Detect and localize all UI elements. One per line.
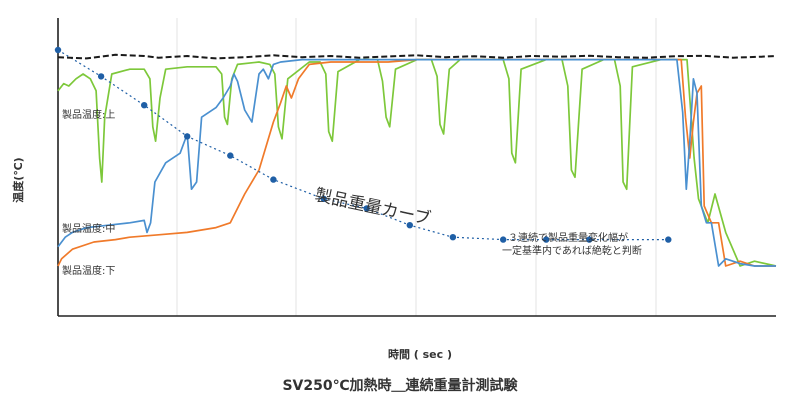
annotation-line-1: ３連続で製品重量変化幅が — [508, 231, 628, 244]
weight-point — [54, 46, 62, 54]
series-group — [57, 49, 777, 267]
weight-point — [543, 236, 550, 243]
series-labels: 製品温度:上 製品温度:中 製品温度:下 製品重量カーブ ３連続で製品重量変化幅… — [62, 108, 642, 277]
series-line-lower — [57, 58, 776, 267]
axes — [57, 18, 776, 317]
weight-point — [270, 176, 277, 183]
weight-point — [97, 73, 105, 80]
series-line-hot-air — [57, 53, 777, 60]
annotation-line-2: 一定基準内であれば絶乾と判断 — [502, 244, 642, 257]
weight-point — [363, 205, 370, 212]
series-line-weight — [57, 49, 669, 241]
upper-temp-label: 製品温度:上 — [62, 108, 115, 121]
middle-temp-label: 製品温度:中 — [62, 222, 115, 235]
weight-markers — [54, 46, 672, 243]
chart-title: SV250℃加熱時＿連続重量計測試験 — [282, 377, 518, 394]
weight-point — [227, 152, 234, 159]
weight-point — [320, 195, 327, 202]
x-axis-title: 時間 ( sec ) — [388, 347, 452, 361]
y-axis-title: 温度(℃) — [11, 157, 25, 202]
weight-point — [141, 102, 148, 109]
weight-point — [500, 236, 507, 243]
weight-point — [665, 236, 672, 243]
weight-point — [406, 222, 413, 229]
lower-temp-label: 製品温度:下 — [62, 264, 115, 277]
weight-point — [586, 236, 593, 243]
weight-curve-label: 製品重量カーブ — [313, 184, 433, 229]
series-line-upper — [57, 58, 777, 267]
series-line-middle — [57, 58, 776, 267]
weight-point — [449, 234, 457, 241]
grid-lines — [176, 18, 657, 316]
weight-point — [184, 133, 191, 140]
